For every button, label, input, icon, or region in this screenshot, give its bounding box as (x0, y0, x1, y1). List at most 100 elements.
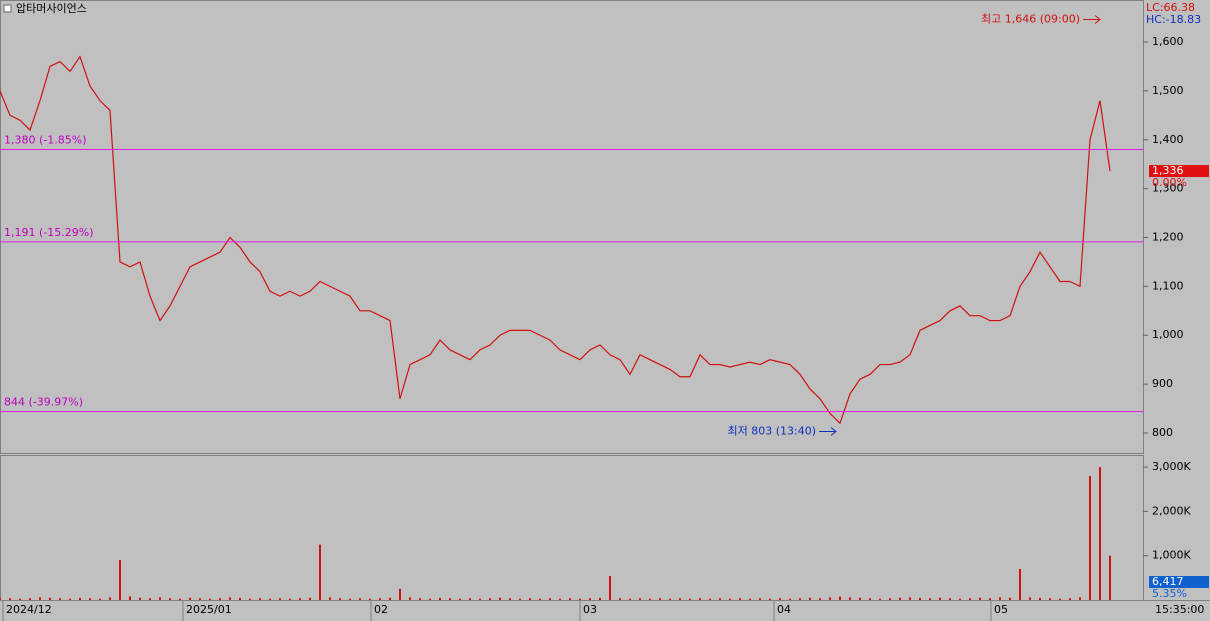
annotation-label: 최저 803 (13:40) (727, 424, 816, 437)
volume-bar (789, 598, 791, 600)
volume-bar (979, 597, 981, 600)
volume-bar (609, 576, 611, 600)
volume-bar (49, 597, 51, 600)
volume-bar (499, 597, 501, 600)
volume-bar (369, 598, 371, 600)
y-tick-label: 1,000 (1152, 328, 1184, 341)
volume-bar (9, 598, 11, 600)
volume-bar (899, 597, 901, 600)
volume-bar (349, 598, 351, 600)
volume-bar (319, 544, 321, 600)
volume-bar (189, 597, 191, 600)
volume-bar (29, 598, 31, 600)
volume-bar (1039, 597, 1041, 600)
volume-bar (769, 598, 771, 600)
volume-bar (729, 598, 731, 600)
reference-label: 844 (-39.97%) (4, 395, 83, 408)
volume-bar (469, 598, 471, 600)
x-tick-label: 2025/01 (186, 603, 232, 616)
volume-bar (459, 598, 461, 600)
stock-title: 압타머사이언스 (16, 2, 87, 15)
volume-bar (89, 598, 91, 600)
volume-bar (419, 598, 421, 600)
volume-bar (709, 598, 711, 600)
volume-bar (1089, 475, 1091, 600)
volume-bar (109, 597, 111, 600)
volume-bar (999, 597, 1001, 600)
volume-bar (509, 598, 511, 600)
last-value-label: 6,417 (1152, 575, 1184, 588)
last-value-box (1149, 576, 1209, 588)
volume-bar (939, 597, 941, 600)
volume-bar (839, 596, 841, 600)
volume-bar (679, 598, 681, 600)
hc-label: HC:-18.83 (1146, 13, 1201, 26)
volume-bar (289, 598, 291, 600)
volume-bar (399, 588, 401, 600)
volume-bar (889, 598, 891, 600)
volume-bar (59, 598, 61, 600)
volume-bar (489, 598, 491, 600)
volume-bar (139, 597, 141, 600)
volume-bar (159, 597, 161, 600)
volume-bar (949, 598, 951, 600)
volume-bar (329, 597, 331, 600)
last-value-label: 1,336 (1152, 164, 1184, 177)
volume-bar (639, 598, 641, 600)
annotation-label: 최고 1,646 (09:00) (981, 13, 1080, 26)
checkbox-icon[interactable] (3, 4, 12, 13)
volume-bar (959, 598, 961, 600)
price-line (0, 55, 1111, 425)
volume-bar (249, 598, 251, 600)
volume-bar (449, 598, 451, 600)
y-tick-label: 900 (1152, 377, 1173, 390)
volume-bar (749, 598, 751, 600)
volume-bar (799, 598, 801, 600)
y-tick-label: 1,500 (1152, 84, 1184, 97)
volume-bar (339, 598, 341, 600)
x-tick-label: 04 (777, 603, 791, 616)
volume-bar (229, 597, 231, 600)
volume-bar (1079, 597, 1081, 600)
volume-bar (439, 597, 441, 600)
volume-bar (389, 597, 391, 600)
volume-bar (969, 598, 971, 600)
y-tick-label: 1,400 (1152, 133, 1184, 146)
volume-bar (239, 597, 241, 600)
x-tick-label: 03 (583, 603, 597, 616)
last-value-box (1149, 165, 1209, 178)
volume-bar (1049, 598, 1051, 600)
volume-bar (219, 598, 221, 600)
volume-bar (539, 598, 541, 600)
y-tick-label: 3,000K (1152, 460, 1191, 473)
volume-bar (869, 598, 871, 600)
volume-bar (119, 560, 121, 600)
volume-bar (1069, 598, 1071, 600)
volume-bar (699, 598, 701, 600)
volume-bar (689, 598, 691, 600)
volume-bar (299, 598, 301, 600)
volume-bar (809, 597, 811, 600)
volume-bar (19, 598, 21, 600)
volume-bar (759, 598, 761, 600)
volume-bar (199, 598, 201, 600)
volume-bar (39, 597, 41, 600)
volume-bar (559, 598, 561, 600)
volume-bar (1059, 598, 1061, 600)
volume-bar (429, 598, 431, 600)
volume-bar (79, 597, 81, 600)
volume-bar (659, 598, 661, 600)
reference-label: 1,380 (-1.85%) (4, 134, 86, 147)
reference-label: 1,191 (-15.29%) (4, 226, 93, 239)
volume-bar (719, 598, 721, 600)
volume-bar (1019, 568, 1021, 600)
volume-bar (629, 598, 631, 600)
volume-bar (529, 598, 531, 600)
volume-bar (519, 598, 521, 600)
volume-bar (259, 598, 261, 600)
volume-bar (669, 598, 671, 600)
last-change-label: 0.00% (1152, 176, 1187, 189)
volume-bar (989, 598, 991, 600)
volume-bar (579, 598, 581, 600)
